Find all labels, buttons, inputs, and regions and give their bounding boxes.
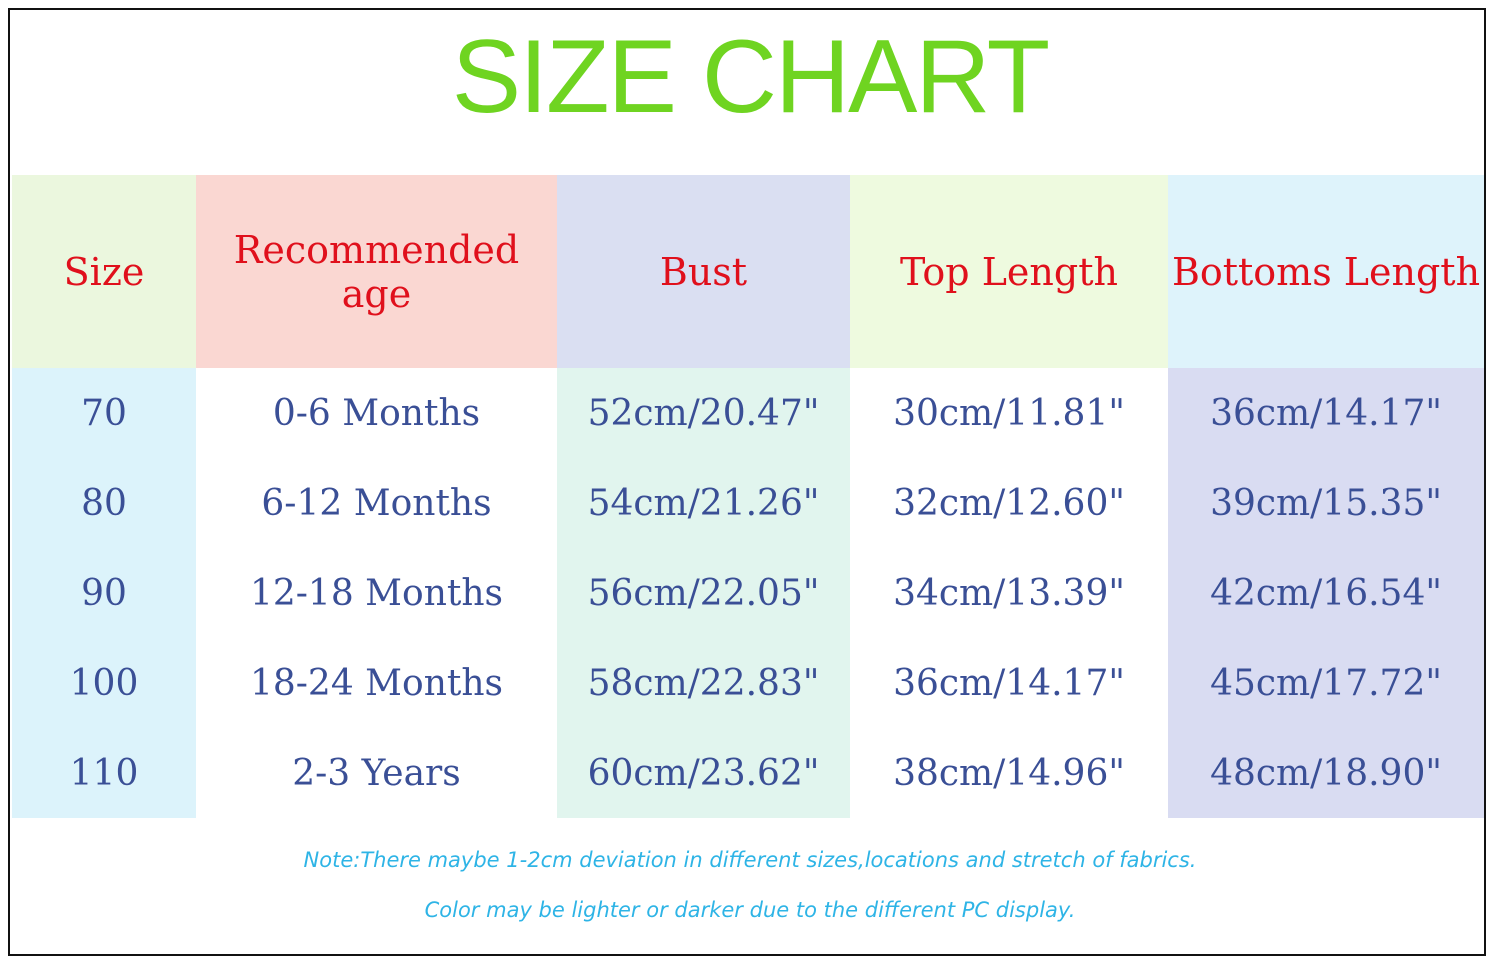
header-bust: Bust — [557, 175, 850, 368]
cell-bust: 58cm/22.83" — [557, 638, 850, 728]
cell-top-length: 36cm/14.17" — [850, 638, 1168, 728]
cell-age: 0-6 Months — [196, 368, 557, 458]
header-size: Size — [12, 175, 196, 368]
table-row: 100 18-24 Months 58cm/22.83" 36cm/14.17"… — [12, 638, 1484, 728]
table-row: 80 6-12 Months 54cm/21.26" 32cm/12.60" 3… — [12, 458, 1484, 548]
cell-size: 100 — [12, 638, 196, 728]
cell-size: 90 — [12, 548, 196, 638]
cell-size: 80 — [12, 458, 196, 548]
cell-bottoms-length: 42cm/16.54" — [1168, 548, 1484, 638]
color-note: Color may be lighter or darker due to th… — [424, 898, 1076, 922]
cell-age: 18-24 Months — [196, 638, 557, 728]
cell-bust: 56cm/22.05" — [557, 548, 850, 638]
cell-bust: 60cm/23.62" — [557, 728, 850, 818]
cell-size: 110 — [12, 728, 196, 818]
cell-bottoms-length: 48cm/18.90" — [1168, 728, 1484, 818]
header-age: Recommended age — [196, 175, 557, 368]
cell-bottoms-length: 36cm/14.17" — [1168, 368, 1484, 458]
table-row: 90 12-18 Months 56cm/22.05" 34cm/13.39" … — [12, 548, 1484, 638]
header-top-length: Top Length — [850, 175, 1168, 368]
cell-top-length: 32cm/12.60" — [850, 458, 1168, 548]
cell-age: 6-12 Months — [196, 458, 557, 548]
cell-top-length: 34cm/13.39" — [850, 548, 1168, 638]
cell-bust: 54cm/21.26" — [557, 458, 850, 548]
header-bottoms-length: Bottoms Length — [1168, 175, 1484, 368]
deviation-note: Note:There maybe 1-2cm deviation in diff… — [303, 848, 1197, 872]
cell-bottoms-length: 45cm/17.72" — [1168, 638, 1484, 728]
cell-size: 70 — [12, 368, 196, 458]
cell-bust: 52cm/20.47" — [557, 368, 850, 458]
size-table: Size Recommended age Bust Top Length Bot… — [12, 175, 1484, 818]
cell-top-length: 30cm/11.81" — [850, 368, 1168, 458]
cell-top-length: 38cm/14.96" — [850, 728, 1168, 818]
table-row: 110 2-3 Years 60cm/23.62" 38cm/14.96" 48… — [12, 728, 1484, 818]
cell-age: 12-18 Months — [196, 548, 557, 638]
chart-title: SIZE CHART — [451, 19, 1050, 135]
cell-bottoms-length: 39cm/15.35" — [1168, 458, 1484, 548]
cell-age: 2-3 Years — [196, 728, 557, 818]
header-row: Size Recommended age Bust Top Length Bot… — [12, 175, 1484, 368]
table-row: 70 0-6 Months 52cm/20.47" 30cm/11.81" 36… — [12, 368, 1484, 458]
